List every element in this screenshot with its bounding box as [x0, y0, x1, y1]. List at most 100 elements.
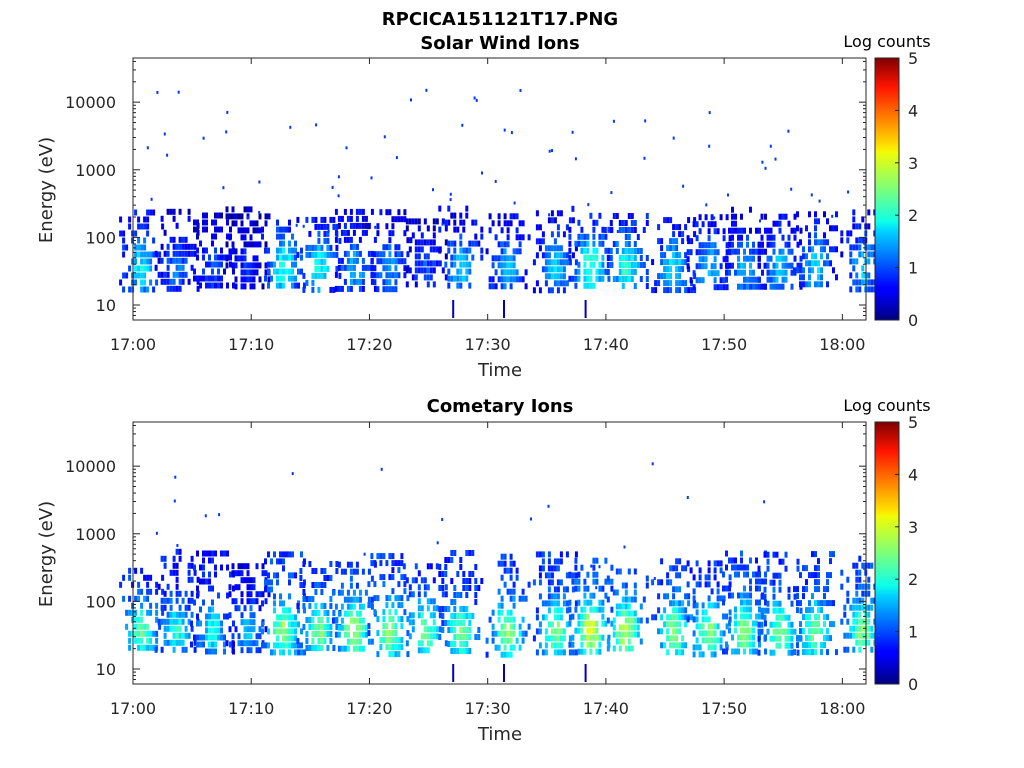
heatmap-cell — [568, 254, 572, 261]
heatmap-cell — [769, 579, 773, 586]
heatmap-cell — [326, 251, 330, 258]
heatmap-cell — [252, 276, 256, 283]
heatmap-cell — [289, 125, 292, 129]
heatmap-cell — [181, 271, 185, 278]
heatmap-cell — [267, 282, 270, 289]
heatmap-cell — [645, 269, 649, 275]
heatmap-cell — [811, 635, 814, 642]
heatmap-cell — [787, 586, 791, 593]
heatmap-cell — [143, 286, 147, 293]
heatmap-cell — [832, 600, 835, 607]
heatmap-cell — [406, 237, 410, 244]
heatmap-cell — [858, 646, 862, 653]
heatmap-cell — [323, 216, 327, 223]
heatmap-cell — [870, 597, 874, 604]
heatmap-cell — [589, 212, 593, 219]
heatmap-cell — [764, 213, 767, 220]
heatmap-cell — [320, 582, 324, 588]
colorbar-tick-label: 3 — [908, 518, 918, 537]
heatmap-cell — [651, 259, 655, 266]
heatmap-cell — [444, 571, 448, 577]
heatmap-cell — [267, 276, 271, 283]
heatmap-cell — [264, 269, 268, 276]
heatmap-cell — [790, 635, 794, 642]
heatmap-cell — [178, 548, 182, 555]
heatmap-cell — [586, 599, 590, 606]
heatmap-cell — [796, 565, 800, 572]
heatmap-cell — [583, 648, 587, 655]
heatmap-cell — [740, 234, 743, 241]
heatmap-cell — [538, 572, 542, 579]
heatmap-cell — [137, 644, 141, 651]
heatmap-cell — [755, 557, 758, 564]
heatmap-cell — [477, 634, 481, 640]
heatmap-cell — [586, 620, 590, 627]
heatmap-cell — [481, 171, 483, 175]
heatmap-cell — [607, 275, 611, 282]
heatmap-cell — [601, 606, 605, 613]
heatmap-cell — [175, 583, 179, 590]
heatmap-cell — [276, 558, 279, 565]
heatmap-cell — [669, 287, 673, 294]
heatmap-cell — [672, 621, 676, 628]
heatmap-cell — [604, 247, 608, 254]
heatmap-cell — [240, 570, 244, 577]
heatmap-cell — [769, 144, 772, 148]
heatmap-cell — [270, 649, 273, 656]
heatmap-cell — [716, 588, 720, 595]
heatmap-cell — [382, 258, 386, 265]
heatmap-cell — [755, 620, 758, 627]
heatmap-cell — [166, 583, 170, 590]
heatmap-cell — [453, 550, 457, 556]
heatmap-cell — [820, 642, 823, 649]
heatmap-cell — [291, 621, 294, 628]
heatmap-cell — [592, 282, 596, 289]
heatmap-cell — [530, 517, 532, 521]
heatmap-cell — [234, 570, 238, 577]
heatmap-cell — [294, 254, 297, 261]
heatmap-cell — [125, 272, 129, 279]
heatmap-cell — [565, 600, 569, 607]
heatmap-cell — [326, 645, 330, 651]
heatmap-cell — [417, 584, 421, 591]
heatmap-cell — [722, 277, 726, 284]
heatmap-cell — [627, 234, 631, 240]
heatmap-cell — [181, 236, 185, 243]
heatmap-cell — [438, 247, 442, 254]
heatmap-cell — [604, 620, 608, 627]
heatmap-cell — [589, 634, 593, 641]
heatmap-cell — [678, 607, 682, 614]
heatmap-cell — [790, 227, 794, 234]
heatmap-cell — [580, 240, 584, 247]
heatmap-cell — [143, 251, 147, 258]
heatmap-cell — [231, 241, 235, 248]
heatmap-cell — [571, 205, 575, 212]
heatmap-cell — [474, 578, 478, 584]
heatmap-cell — [740, 606, 743, 613]
heatmap-cell — [429, 563, 433, 570]
heatmap-cell — [270, 261, 273, 268]
heatmap-cell — [568, 571, 572, 578]
heatmap-cell — [781, 607, 785, 614]
heatmap-cell — [556, 224, 560, 231]
heatmap-cell — [823, 614, 826, 621]
heatmap-cell — [317, 631, 321, 637]
heatmap-cell — [760, 621, 764, 628]
heatmap-cell — [618, 610, 622, 617]
heatmap-cell — [870, 244, 874, 251]
heatmap-cell — [252, 283, 256, 290]
heatmap-cell — [752, 641, 755, 648]
heatmap-cell — [337, 561, 341, 568]
heatmap-cell — [808, 572, 811, 579]
heatmap-cell — [553, 259, 557, 266]
heatmap-cell — [426, 239, 430, 246]
heatmap-cell — [574, 585, 578, 592]
heatmap-cell — [829, 572, 832, 579]
heatmap-cell — [666, 280, 670, 287]
heatmap-cell — [749, 248, 752, 255]
heatmap-cell — [793, 227, 797, 234]
heatmap-cell — [405, 577, 409, 584]
heatmap-cell — [175, 257, 179, 264]
heatmap-cell — [568, 259, 572, 266]
heatmap-cell — [311, 610, 315, 616]
